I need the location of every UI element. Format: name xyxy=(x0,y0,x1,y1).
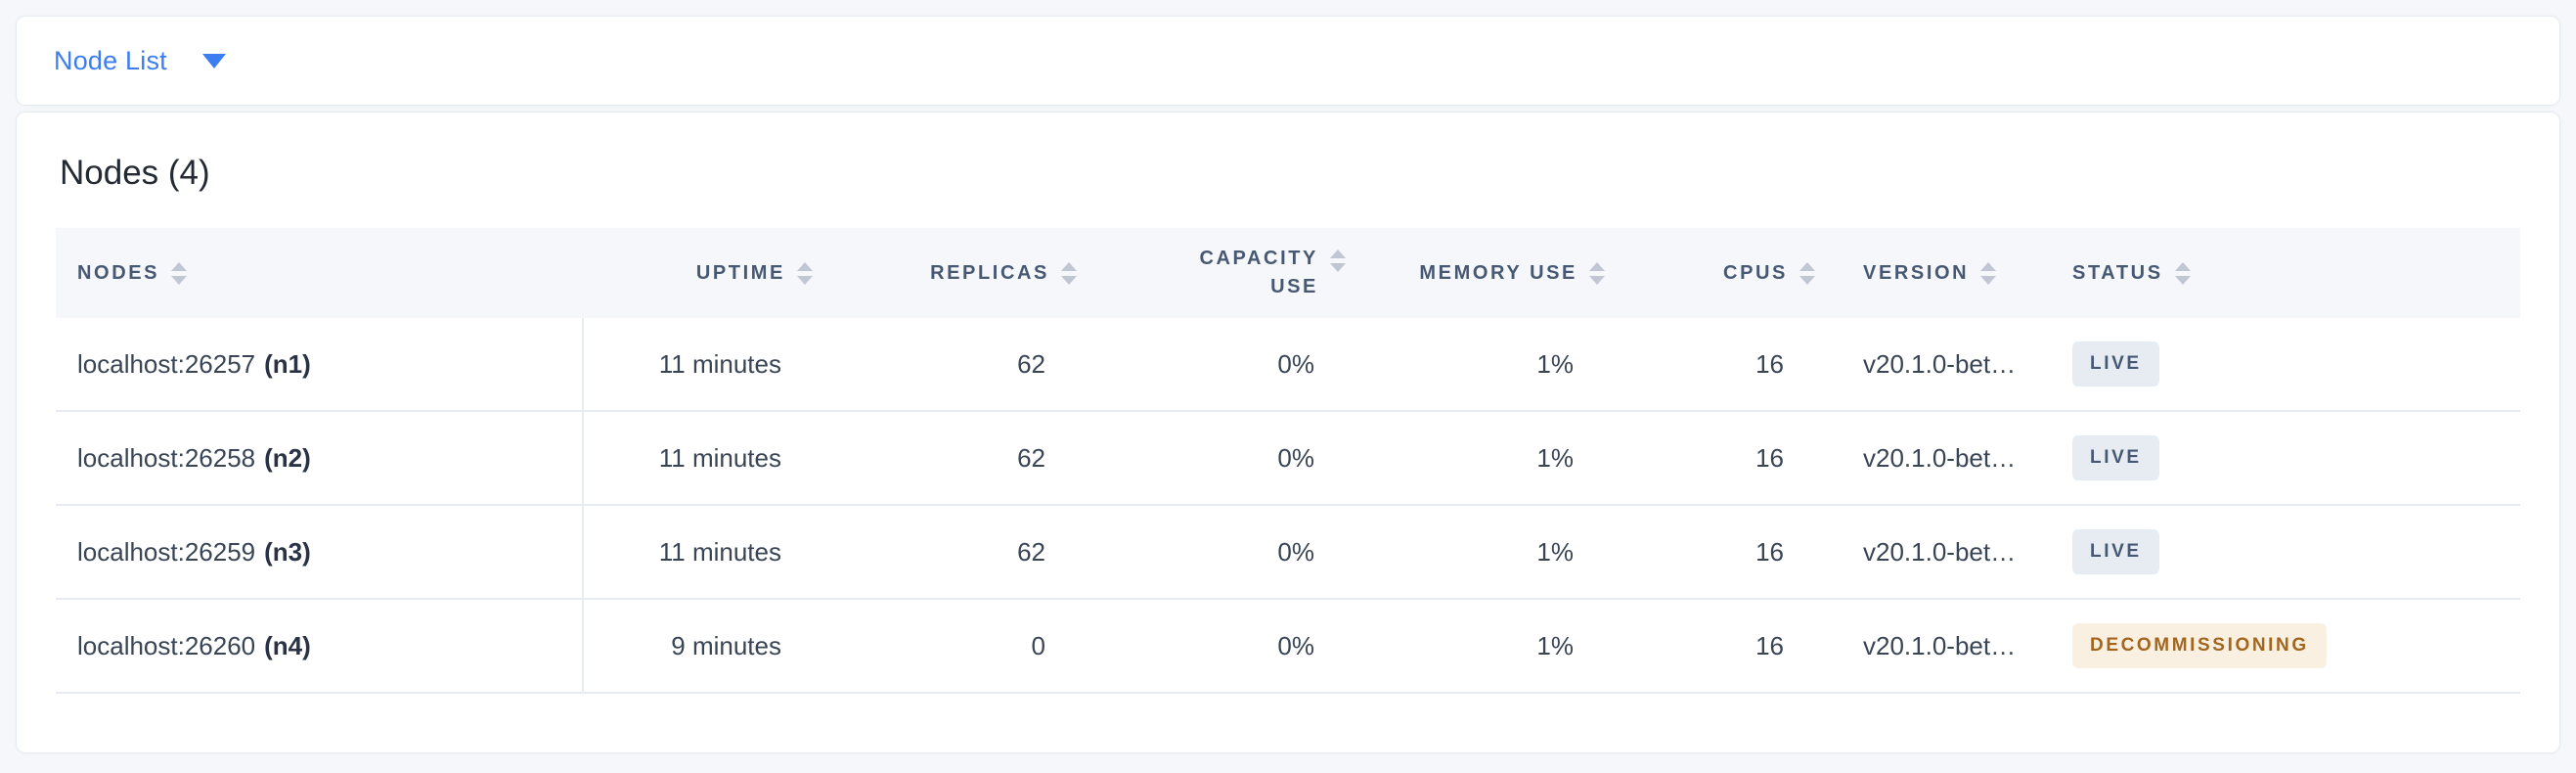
column-header-label: VERSION xyxy=(1863,261,1970,284)
page: Node List Nodes (4) NODES UPTIME REPLICA… xyxy=(16,16,2560,753)
node-list-dropdown[interactable]: Node List xyxy=(54,46,226,76)
status-cell: LIVE xyxy=(2061,412,2520,504)
caret-down-icon xyxy=(201,53,226,68)
uptime-cell: 11 minutes xyxy=(658,348,781,379)
nodes-table: NODES UPTIME REPLICAS CAPACITY USE MEMOR… xyxy=(56,228,2520,694)
status-badge: LIVE xyxy=(2072,435,2159,480)
sort-icon[interactable] xyxy=(1980,261,1997,285)
capacity-use-cell: 0% xyxy=(1277,442,1314,473)
table-header-row: NODES UPTIME REPLICAS CAPACITY USE MEMOR… xyxy=(56,228,2520,318)
node-list-dropdown-label: Node List xyxy=(54,45,167,75)
node-address-cell: localhost:26259 (n3) xyxy=(56,506,584,598)
column-header-nodes[interactable]: NODES xyxy=(56,228,584,318)
view-selector-bar: Node List xyxy=(16,16,2560,106)
node-address: localhost:26257 xyxy=(77,348,256,379)
cpus-cell: 16 xyxy=(1755,442,1784,473)
replicas-cell: 62 xyxy=(1017,442,1045,473)
memory-use-cell: 1% xyxy=(1536,348,1574,379)
status-cell: LIVE xyxy=(2061,506,2520,598)
column-header-label: UPTIME xyxy=(695,261,785,284)
column-header-label: NODES xyxy=(77,261,160,284)
cpus-cell: 16 xyxy=(1755,348,1784,379)
column-header-label: STATUS xyxy=(2072,261,2163,284)
cpus-cell: 16 xyxy=(1755,630,1784,660)
sort-icon[interactable] xyxy=(797,261,813,285)
column-header-memory-use[interactable]: MEMORY USE xyxy=(1361,228,1621,318)
capacity-use-cell: 0% xyxy=(1277,348,1314,379)
column-header-label: REPLICAS xyxy=(930,261,1049,284)
node-address-cell: localhost:26257 (n1) xyxy=(56,318,584,410)
column-header-label: MEMORY USE xyxy=(1419,261,1577,284)
memory-use-cell: 1% xyxy=(1536,536,1574,567)
column-header-label: CAPACITY USE xyxy=(1199,248,1318,297)
capacity-use-cell: 0% xyxy=(1277,536,1314,567)
node-id: (n1) xyxy=(264,348,311,379)
table-row: localhost:26258 (n2) 11 minutes 62 0% 1%… xyxy=(56,412,2520,506)
column-header-uptime[interactable]: UPTIME xyxy=(584,228,828,318)
status-badge: LIVE xyxy=(2072,341,2159,386)
status-cell: DECOMMISSIONING xyxy=(2061,600,2520,692)
version-cell: v20.1.0-bet… xyxy=(1863,630,2017,660)
table-row: localhost:26259 (n3) 11 minutes 62 0% 1%… xyxy=(56,506,2520,600)
sort-icon[interactable] xyxy=(1061,261,1077,285)
node-id: (n2) xyxy=(264,442,311,473)
sort-icon[interactable] xyxy=(1330,249,1346,272)
uptime-cell: 9 minutes xyxy=(671,630,781,660)
node-address-cell: localhost:26260 (n4) xyxy=(56,600,584,692)
replicas-cell: 62 xyxy=(1017,536,1045,567)
node-address-cell: localhost:26258 (n2) xyxy=(56,412,584,504)
uptime-cell: 11 minutes xyxy=(658,536,781,567)
column-header-label: CPUS xyxy=(1723,261,1788,284)
status-cell: LIVE xyxy=(2061,318,2520,410)
column-header-capacity-use[interactable]: CAPACITY USE xyxy=(1092,228,1361,318)
version-cell: v20.1.0-bet… xyxy=(1863,536,2017,567)
replicas-cell: 0 xyxy=(1031,630,1045,660)
column-header-replicas[interactable]: REPLICAS xyxy=(828,228,1092,318)
capacity-use-cell: 0% xyxy=(1277,630,1314,660)
sort-icon[interactable] xyxy=(1799,261,1815,285)
column-header-status[interactable]: STATUS xyxy=(2061,228,2520,318)
memory-use-cell: 1% xyxy=(1536,442,1574,473)
uptime-cell: 11 minutes xyxy=(658,442,781,473)
status-badge: DECOMMISSIONING xyxy=(2072,623,2327,668)
version-cell: v20.1.0-bet… xyxy=(1863,348,2017,379)
node-address: localhost:26259 xyxy=(77,536,256,567)
sort-icon[interactable] xyxy=(171,261,188,285)
cpus-cell: 16 xyxy=(1755,536,1784,567)
version-cell: v20.1.0-bet… xyxy=(1863,442,2017,473)
node-address: localhost:26258 xyxy=(77,442,256,473)
replicas-cell: 62 xyxy=(1017,348,1045,379)
table-row: localhost:26257 (n1) 11 minutes 62 0% 1%… xyxy=(56,318,2520,412)
page-title: Nodes (4) xyxy=(60,154,210,192)
memory-use-cell: 1% xyxy=(1536,630,1574,660)
node-id: (n3) xyxy=(264,536,311,567)
sort-icon[interactable] xyxy=(1589,261,1605,285)
nodes-card: Nodes (4) NODES UPTIME REPLICAS CAPACITY… xyxy=(16,112,2560,753)
node-address: localhost:26260 xyxy=(77,630,256,660)
column-header-version[interactable]: VERSION xyxy=(1831,228,2061,318)
sort-icon[interactable] xyxy=(2174,261,2191,285)
table-row: localhost:26260 (n4) 9 minutes 0 0% 1% 1… xyxy=(56,600,2520,694)
node-id: (n4) xyxy=(264,630,311,660)
column-header-cpus[interactable]: CPUS xyxy=(1621,228,1831,318)
status-badge: LIVE xyxy=(2072,529,2159,574)
